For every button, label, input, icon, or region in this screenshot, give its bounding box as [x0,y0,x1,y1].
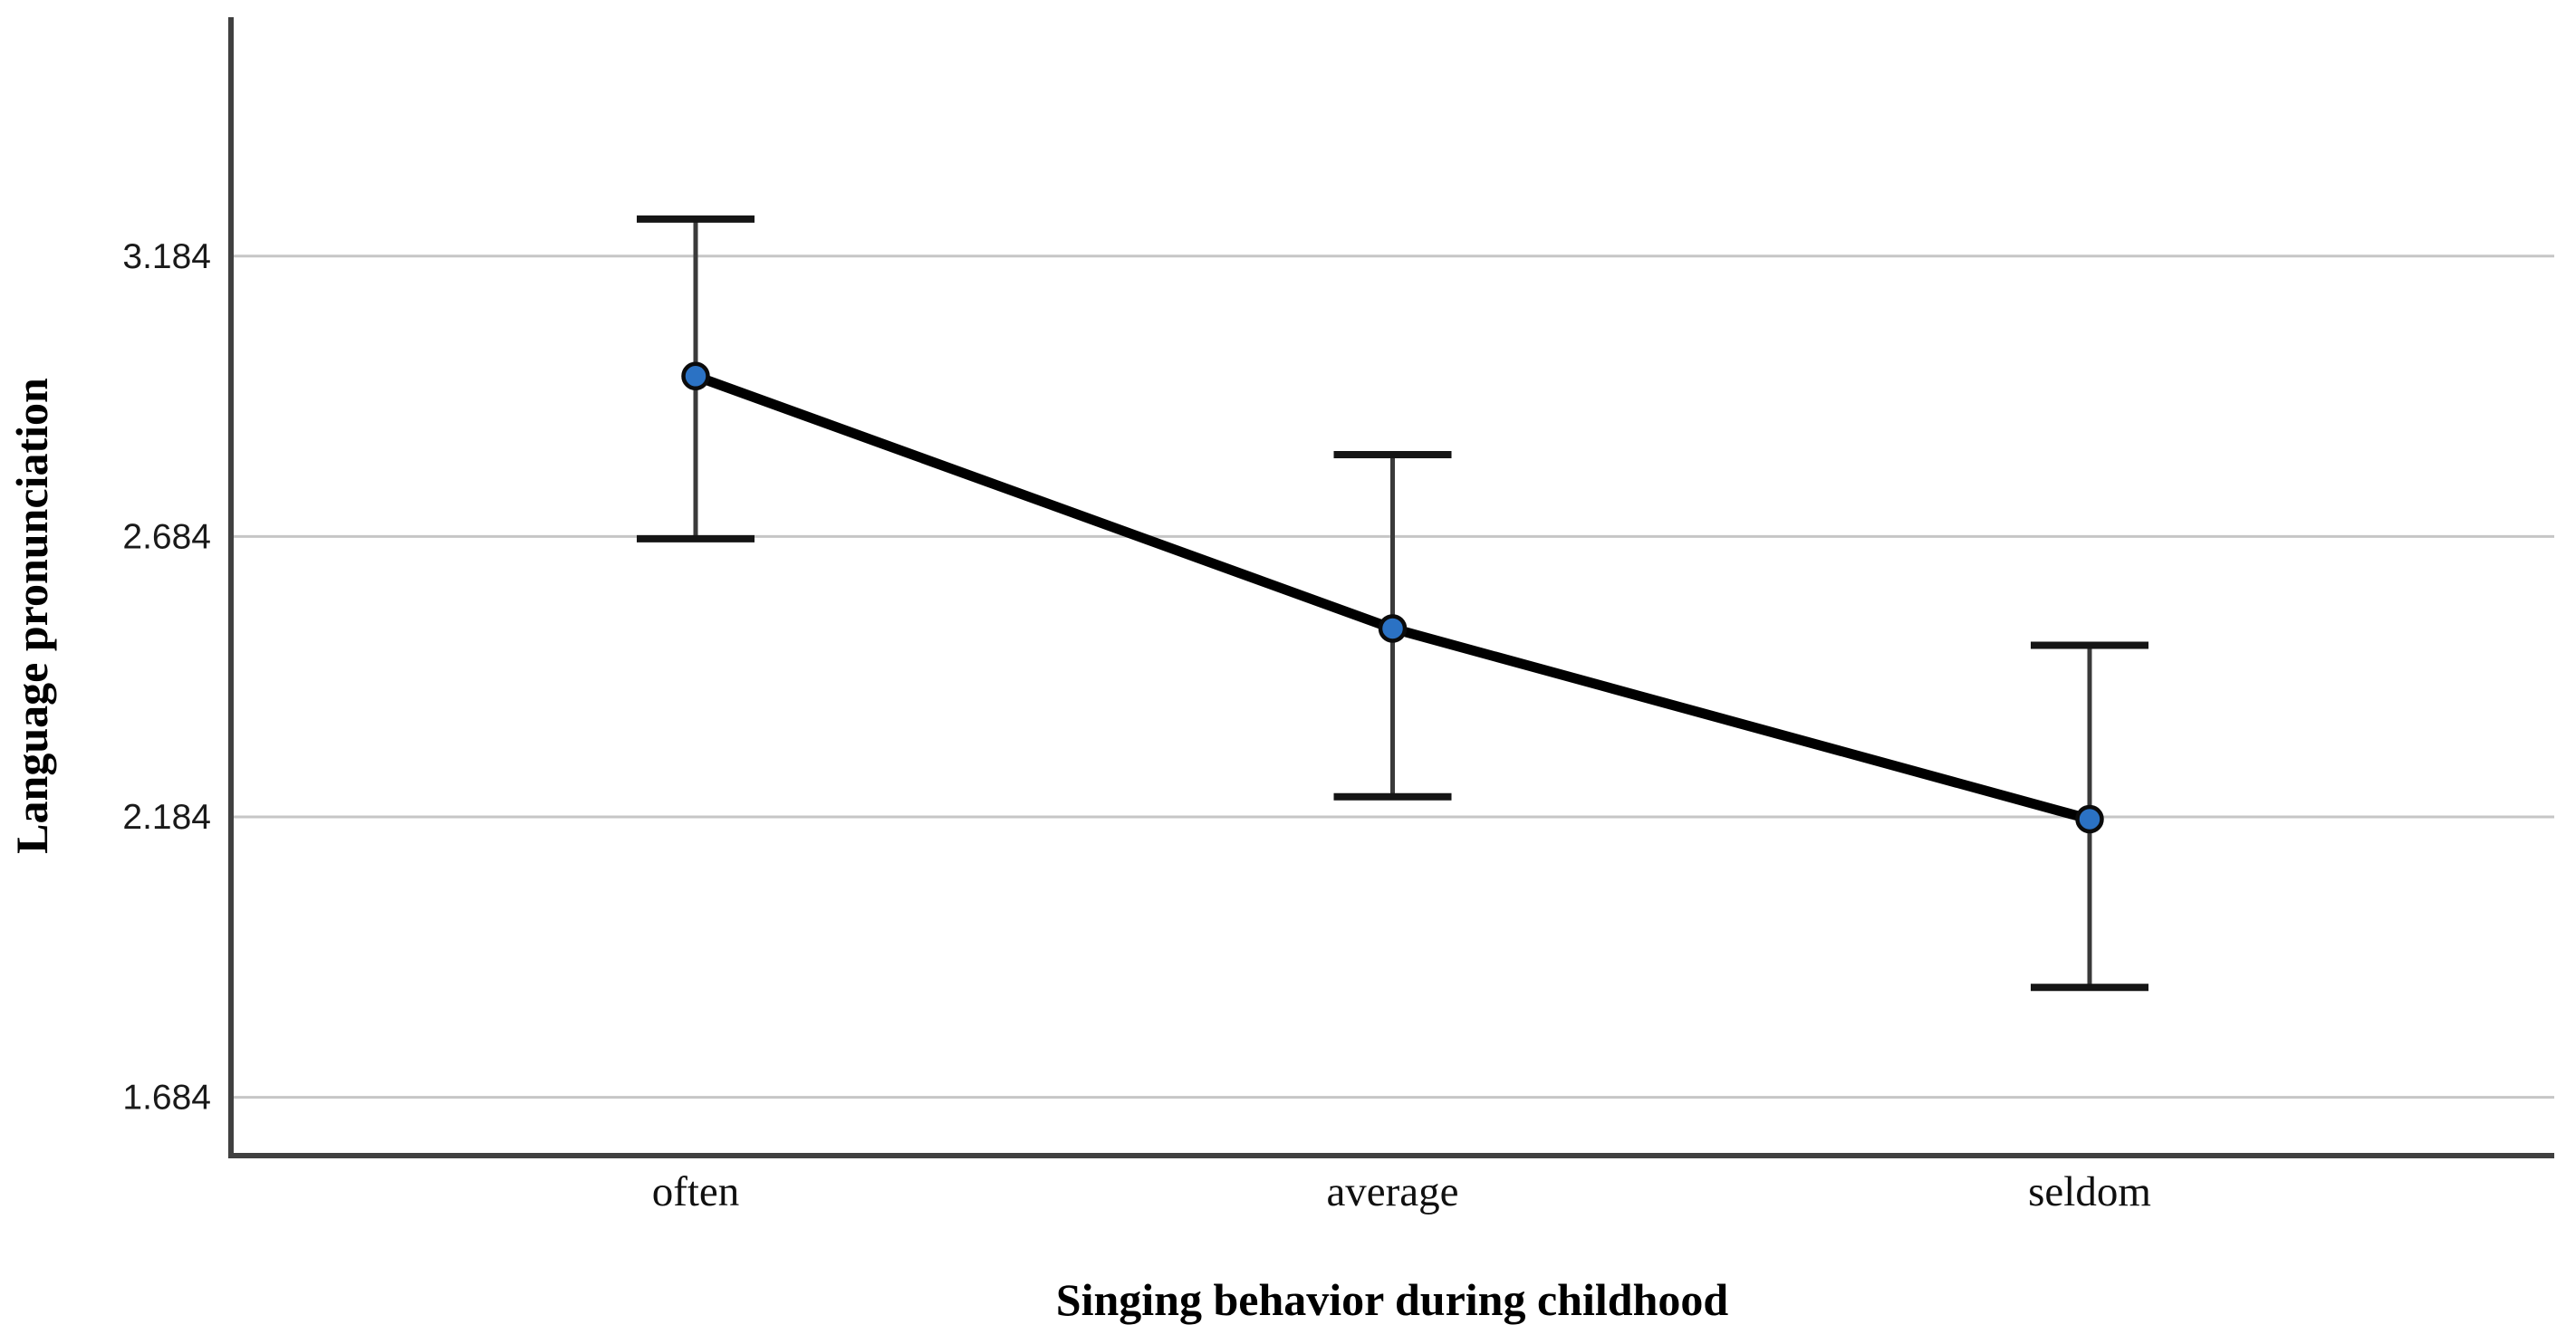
axis-lines [228,17,2554,1158]
x-category-label: average [1326,1168,1458,1215]
y-tick-label: 1.684 [122,1079,211,1118]
y-tick-labels: 3.184 2.684 2.184 1.684 [122,237,211,1118]
x-axis-title: Singing behavior during childhood [1056,1274,1729,1325]
x-category-label: seldom [2028,1168,2151,1215]
data-point-marker [2075,804,2104,834]
data-point-marker [1378,614,1408,643]
y-axis-title: Language pronunciation [6,378,57,854]
data-point-markers [681,361,2104,834]
data-point-marker [681,361,710,391]
y-tick-label: 2.684 [122,517,211,556]
gridlines [231,254,2554,1099]
error-bars [637,215,2148,992]
y-tick-label: 2.184 [122,798,211,837]
y-tick-label: 3.184 [122,237,211,276]
x-category-labels: often average seldom [652,1168,2151,1215]
x-category-label: often [652,1168,740,1215]
